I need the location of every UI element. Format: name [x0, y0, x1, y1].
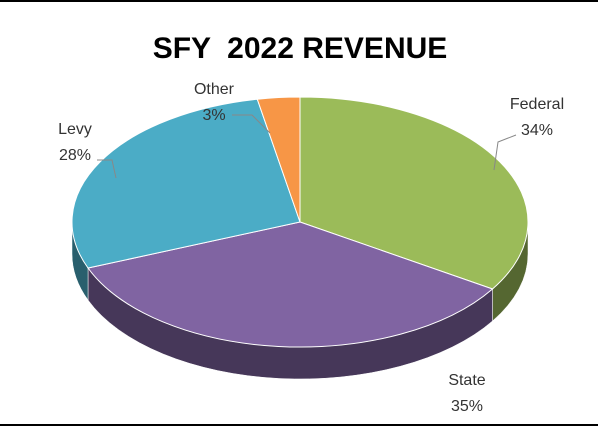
slice-label: Levy — [58, 121, 92, 138]
leader-line — [232, 114, 271, 134]
pie — [71, 96, 529, 380]
labels: Federal 34% State 35% Levy 28% Other 3% — [58, 81, 564, 415]
slice-value-label: 34% — [521, 122, 553, 139]
slice — [256, 96, 301, 223]
slice-label: Federal — [510, 96, 564, 113]
leader-line — [97, 159, 117, 179]
slice — [71, 98, 301, 269]
slice — [299, 96, 529, 290]
slice-label: Other — [194, 81, 235, 98]
chart-title: SFY 2022 REVENUE — [153, 32, 448, 65]
leader-line — [493, 134, 517, 171]
slice-value-label: 35% — [451, 398, 483, 415]
slice-value-label: 3% — [202, 107, 225, 124]
slice-label: State — [448, 372, 485, 389]
slice-value-label: 28% — [59, 147, 91, 164]
slice — [87, 221, 494, 348]
